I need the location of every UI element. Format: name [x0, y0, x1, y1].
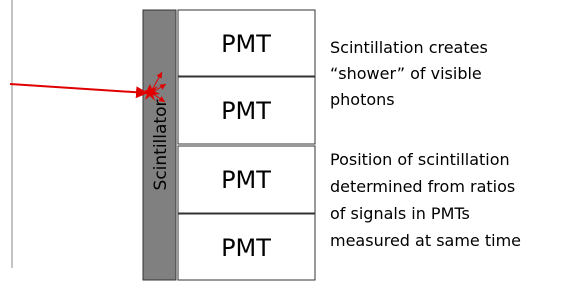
note-line: Scintillation creates	[330, 38, 488, 57]
note-line: determined from ratios	[330, 177, 515, 196]
pmt-label: PMT	[221, 234, 271, 262]
note-line: “shower” of visible	[330, 64, 482, 83]
note-line: photons	[330, 90, 395, 109]
note-line: Position of scintillation	[330, 150, 510, 169]
pmt-label: PMT	[221, 97, 271, 125]
incoming-ray	[10, 84, 148, 93]
pmt-label: PMT	[221, 166, 271, 194]
scintillator-label: Scintillator	[151, 100, 171, 191]
note-line: of signals in PMTs	[330, 204, 470, 223]
diagram: Scintillator PMT PMT PMT PMT Scintillati…	[0, 0, 570, 284]
note-line: measured at same time	[330, 231, 521, 250]
pmt-label: PMT	[221, 30, 271, 58]
